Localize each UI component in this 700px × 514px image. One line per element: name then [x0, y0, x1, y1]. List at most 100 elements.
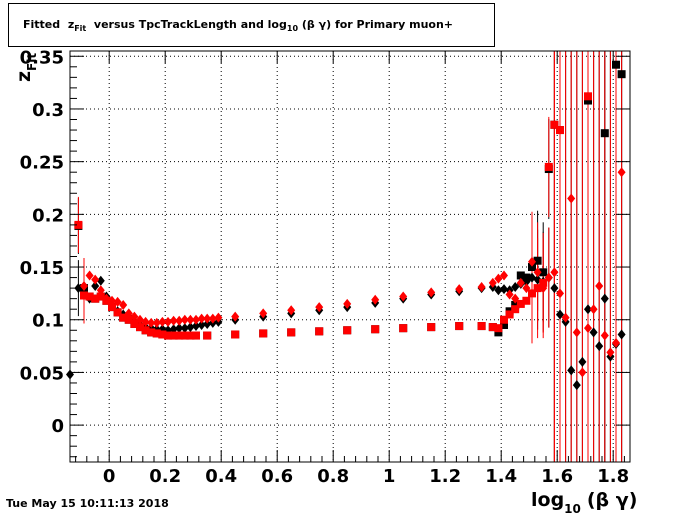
data-point-diamond: [584, 323, 592, 334]
x-tick-label: 1.6: [541, 466, 573, 487]
chart-title: Fitted zFit versus TpcTrackLength and lo…: [23, 18, 453, 33]
data-point-square: [539, 278, 548, 287]
data-point-diamond: [528, 256, 536, 267]
data-point-diamond: [214, 312, 223, 323]
y-tick-labels: 0 0.05 0.1 0.15 0.2 0.25 0.3 0.35: [20, 47, 64, 437]
data-point-square: [164, 331, 172, 340]
x-tick-label: 1.8: [597, 466, 629, 487]
x-tick-label: 1.2: [429, 466, 461, 487]
data-point-square: [130, 319, 139, 328]
data-point-square: [186, 331, 195, 340]
data-point-square: [315, 327, 324, 336]
data-point-square: [533, 284, 542, 293]
data-point-square: [175, 331, 184, 340]
data-point-square: [528, 263, 536, 272]
data-point-square: [511, 300, 520, 309]
data-point-diamond: [595, 281, 604, 292]
data-point-diamond: [164, 316, 172, 327]
data-point-square: [287, 328, 296, 337]
data-point-diamond: [516, 277, 525, 288]
y-tick-label: 0.1: [32, 311, 64, 332]
data-point-diamond: [192, 314, 200, 325]
data-point-square: [516, 271, 525, 280]
data-point-diamond: [494, 285, 503, 296]
data-point-diamond: [477, 282, 486, 293]
data-point-diamond: [119, 299, 128, 310]
data-point-diamond: [572, 380, 581, 391]
data-point-diamond: [578, 356, 587, 367]
data-point-square: [152, 329, 161, 338]
data-point-square: [399, 324, 408, 333]
data-point-diamond: [186, 314, 195, 325]
data-point-diamond: [203, 313, 212, 324]
y-tick-label: 0: [51, 416, 64, 437]
data-point-square: [500, 315, 508, 324]
data-point-diamond: [208, 313, 217, 324]
axis-ticks: [70, 51, 630, 462]
data-point-diamond: [169, 315, 178, 326]
data-point-diamond: [371, 294, 380, 305]
x-tick-label: 0: [103, 466, 116, 487]
data-point-square: [203, 331, 212, 340]
data-point-square: [500, 321, 508, 329]
data-point-square: [141, 326, 150, 335]
data-point-diamond: [494, 273, 503, 284]
data-point-diamond: [488, 277, 497, 288]
data-point-diamond: [578, 367, 587, 378]
y-tick-label: 0.2: [32, 205, 64, 226]
y-tick-label: 0.25: [20, 153, 64, 174]
data-point-diamond: [91, 274, 100, 285]
x-axis-title-sub: 10: [564, 502, 581, 514]
data-point-square: [617, 70, 626, 79]
data-point-diamond: [584, 304, 592, 315]
data-point-diamond: [505, 289, 514, 300]
y-axis-title: zFit: [13, 53, 39, 82]
data-point-diamond: [617, 167, 626, 178]
data-point-square: [80, 291, 88, 300]
data-point-square: [494, 324, 503, 333]
data-point-square: [74, 220, 83, 229]
data-point-square: [556, 126, 564, 135]
data-point-square: [158, 330, 167, 339]
data-point-diamond: [500, 270, 508, 281]
y-tick-label: 0.3: [32, 100, 64, 121]
data-point-diamond: [399, 291, 408, 302]
data-point-square: [584, 96, 592, 105]
data-point-diamond: [96, 275, 105, 286]
x-tick-label: 0.6: [261, 466, 293, 487]
data-point-diamond: [572, 327, 581, 338]
title-box: Fitted zFit versus TpcTrackLength and lo…: [8, 3, 495, 47]
y-tick-label: 0.15: [20, 258, 64, 279]
y-axis-title-sub: Fit: [25, 53, 39, 71]
data-point-diamond: [259, 308, 268, 319]
data-point-diamond: [147, 317, 156, 328]
x-tick-label: 1.4: [485, 466, 517, 487]
data-point-diamond: [589, 327, 598, 338]
x-axis-title-rest: (β γ): [587, 489, 638, 511]
x-tick-label: 1: [383, 466, 396, 487]
data-point-square: [96, 292, 105, 301]
data-point-square: [180, 331, 189, 340]
data-point-diamond: [287, 305, 296, 316]
data-point-diamond: [567, 193, 576, 204]
data-point-square: [528, 289, 536, 298]
data-point-square: [136, 323, 144, 332]
data-point-square: [343, 326, 352, 335]
data-point-diamond: [500, 284, 508, 295]
data-point-diamond: [600, 330, 609, 341]
x-axis-title: log10 (β γ): [531, 489, 637, 514]
data-point-diamond: [85, 270, 94, 281]
data-point-diamond: [455, 284, 464, 295]
data-point-square: [488, 323, 497, 332]
timestamp: Tue May 15 10:11:13 2018: [6, 497, 169, 510]
title-variable: z: [67, 18, 75, 31]
data-point-diamond: [595, 341, 604, 352]
data-point-diamond: [80, 281, 88, 292]
x-axis-title-main: log: [531, 489, 564, 511]
error-bars: [69, 51, 623, 462]
data-point-diamond: [197, 320, 206, 330]
data-point-diamond: [315, 302, 324, 313]
data-point-diamond: [197, 313, 206, 324]
data-point-square: [231, 330, 240, 339]
